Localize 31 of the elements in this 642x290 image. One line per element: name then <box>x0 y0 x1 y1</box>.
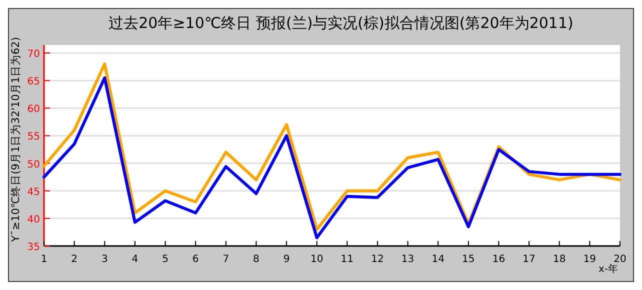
x-axis-title: x-年 <box>598 263 618 275</box>
y-tick-label: 70 <box>27 49 40 60</box>
x-tick-label: 16 <box>492 254 506 265</box>
y-tick-label: 65 <box>27 76 40 88</box>
x-tick-label: 3 <box>101 254 108 265</box>
chart-title: 过去20年≥10℃终日 预报(兰)与实况(棕)拟合情况图(第20年为2011) <box>108 14 574 32</box>
x-tick-label: 10 <box>310 254 324 265</box>
y-tick-label: 60 <box>27 104 40 116</box>
y-tick-label: 50 <box>27 159 40 170</box>
x-tick-label: 4 <box>132 254 138 265</box>
x-tick-label: 12 <box>371 254 384 265</box>
y-tick-label: 45 <box>27 186 40 198</box>
x-tick-label: 19 <box>583 254 596 265</box>
x-tick-label: 14 <box>432 254 444 265</box>
x-tick-label: 7 <box>222 254 230 265</box>
y-tick-label: 40 <box>27 214 40 226</box>
y-tick-label: 35 <box>27 242 40 253</box>
x-tick-label: 20 <box>614 254 626 265</box>
x-tick-label: 13 <box>401 254 414 265</box>
x-tick-label: 6 <box>192 254 199 265</box>
x-tick-label: 2 <box>71 254 78 265</box>
x-tick-label: 9 <box>283 254 290 265</box>
y-tick-label: 55 <box>27 132 40 143</box>
y-axis-title: Y¯≥10℃终日(9月1日为32'10月1日为62) <box>9 37 22 243</box>
x-tick-label: 18 <box>553 254 566 265</box>
x-tick-label: 8 <box>253 254 260 265</box>
x-tick-label: 11 <box>340 254 354 265</box>
x-tick-label: 17 <box>522 254 536 265</box>
x-tick-label: 15 <box>462 254 475 265</box>
x-tick-label: 1 <box>40 254 48 265</box>
x-tick-label: 5 <box>162 254 168 265</box>
